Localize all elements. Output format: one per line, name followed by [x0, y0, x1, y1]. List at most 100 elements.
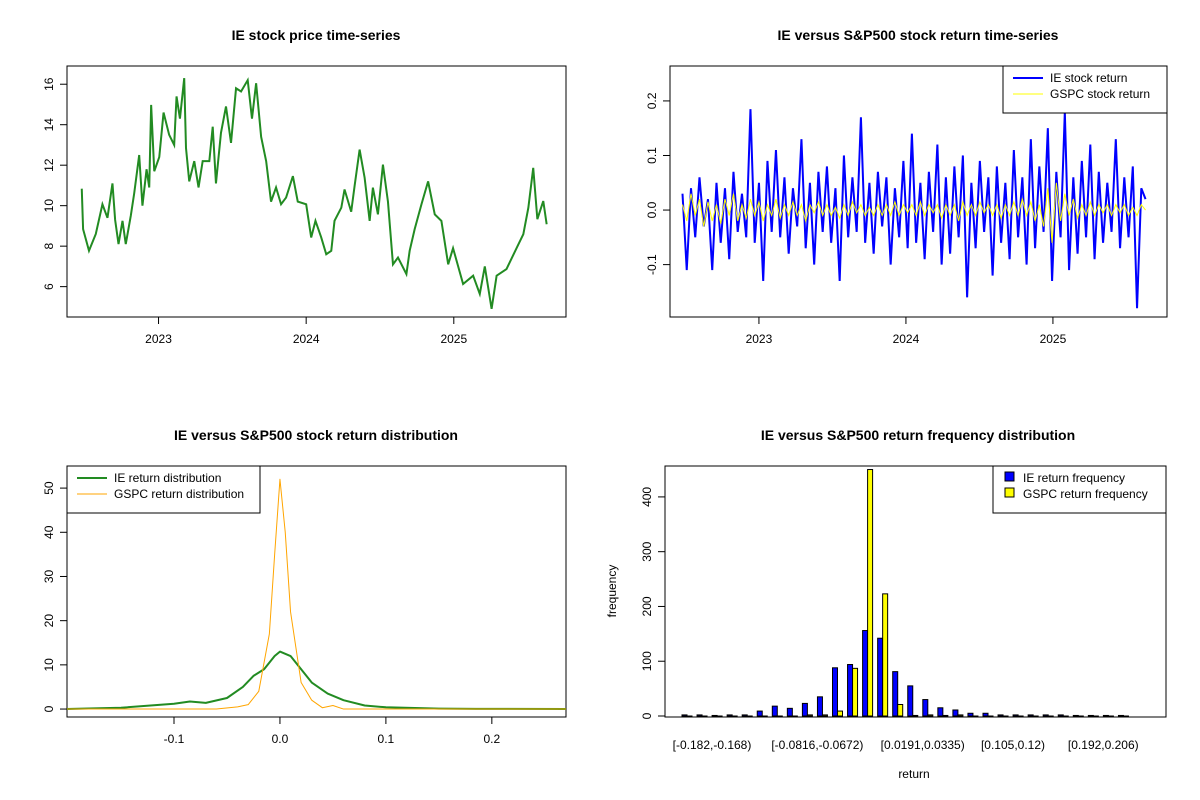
ie-frequency-bar [967, 712, 974, 717]
x-tick-label: 2024 [893, 332, 920, 346]
gspc-frequency-bar [1032, 715, 1039, 717]
gspc-frequency-bar [761, 715, 768, 717]
legend-swatch [1004, 487, 1015, 498]
x-tick-label: [0.192,0.206) [1068, 738, 1139, 752]
y-tick-label: 20 [42, 614, 56, 628]
gspc-frequency-bar [821, 714, 828, 717]
gspc-frequency-bar [776, 715, 783, 717]
y-tick-label: 14 [42, 118, 56, 132]
legend-label: IE return frequency [1023, 471, 1125, 485]
gspc-frequency-bar [731, 715, 738, 717]
ie-frequency-bar [816, 696, 823, 717]
x-tick-label: 2025 [440, 332, 467, 346]
panel-4: IE versus S&P500 return frequency distri… [605, 427, 1167, 781]
ie-frequency-bar [862, 630, 869, 717]
gspc-frequency-bar [942, 714, 949, 717]
x-tick-label: [-0.182,-0.168) [673, 738, 752, 752]
ie-frequency-bar [696, 714, 703, 717]
y-tick-label: 100 [640, 651, 654, 671]
ie-frequency-bar [801, 702, 808, 717]
gspc-frequency-bar [1092, 715, 1099, 717]
ie-frequency-bar [711, 714, 718, 717]
gspc-frequency-bar [927, 714, 934, 717]
y-tick-label: 12 [42, 158, 56, 172]
y-tick-label: 40 [42, 525, 56, 539]
plot-frame [669, 65, 1168, 318]
gspc-frequency-bar [912, 714, 919, 717]
plot-frame [66, 65, 567, 318]
legend-label: GSPC return distribution [114, 487, 244, 501]
ie-frequency-bar [741, 714, 748, 717]
gspc-frequency-bar [1122, 715, 1129, 717]
gspc-frequency-bar [1017, 715, 1024, 717]
ie-frequency-bar [726, 714, 733, 717]
chart-title: IE versus S&P500 return frequency distri… [761, 427, 1075, 443]
ie-frequency-bar [1102, 714, 1109, 717]
price-line [80, 77, 548, 310]
y-tick-label: 0.0 [645, 201, 659, 218]
ie-frequency-bar [771, 705, 778, 717]
ie-return-line [681, 109, 1147, 309]
ie-frequency-bar [681, 714, 688, 717]
gspc-frequency-bar [897, 703, 904, 717]
panel-2: IE versus S&P500 stock return time-serie… [645, 27, 1168, 346]
legend-label: IE stock return [1050, 71, 1127, 85]
ie-frequency-bar [1057, 714, 1064, 717]
ie-density-line [66, 650, 567, 711]
plot-frame [66, 465, 567, 718]
gspc-frequency-bar [957, 714, 964, 717]
y-tick-label: 0 [42, 705, 56, 712]
gspc-frequency-bar [852, 667, 859, 717]
plot-frame [664, 465, 1167, 718]
ie-frequency-bar [922, 699, 929, 717]
ie-frequency-bar [997, 714, 1004, 717]
chart-title: IE stock price time-series [232, 27, 401, 43]
gspc-frequency-bar [1047, 715, 1054, 717]
ie-frequency-bar [907, 685, 914, 717]
gspc-frequency-bar [972, 715, 979, 717]
x-tick-label: 2025 [1040, 332, 1067, 346]
ie-frequency-bar [832, 667, 838, 717]
y-tick-label: 400 [640, 487, 654, 507]
y-tick-label: 8 [42, 242, 56, 249]
x-tick-label: 2023 [145, 332, 172, 346]
y-tick-label: 30 [42, 569, 56, 583]
ie-frequency-bar [952, 709, 959, 717]
gspc-frequency-bar [1002, 715, 1009, 717]
y-tick-label: -0.1 [645, 254, 659, 275]
gspc-frequency-bar [791, 715, 798, 717]
legend-box [1002, 65, 1168, 114]
gspc-frequency-bar [1077, 715, 1084, 717]
gspc-frequency-bar [987, 715, 994, 717]
panel-3: IE versus S&P500 stock return distributi… [42, 427, 567, 746]
x-tick-label: 0.1 [378, 732, 395, 746]
x-tick-label: -0.1 [164, 732, 185, 746]
ie-frequency-bar [982, 712, 989, 717]
y-tick-label: 50 [42, 481, 56, 495]
gspc-frequency-bar [1062, 715, 1069, 717]
chart-title: IE versus S&P500 stock return distributi… [174, 427, 458, 443]
ie-frequency-bar [1042, 714, 1049, 717]
y-axis-label: frequency [605, 565, 619, 618]
x-tick-label: [0.0191,0.0335) [881, 738, 965, 752]
ie-frequency-bar [756, 710, 763, 717]
ie-frequency-bar [877, 637, 884, 717]
x-tick-label: 0.0 [272, 732, 289, 746]
gspc-frequency-bar [746, 715, 753, 717]
y-tick-label: 300 [640, 541, 654, 561]
x-tick-label: 0.2 [483, 732, 500, 746]
y-tick-label: 0 [640, 712, 654, 719]
ie-frequency-bar [1072, 714, 1079, 717]
gspc-frequency-bar [716, 715, 723, 717]
x-tick-label: [-0.0816,-0.0672) [771, 738, 863, 752]
legend-label: GSPC stock return [1050, 87, 1150, 101]
ie-frequency-bar [1087, 714, 1094, 717]
x-axis-label: return [898, 767, 929, 781]
legend-label: IE return distribution [114, 471, 221, 485]
ie-frequency-bar [1027, 714, 1034, 717]
ie-frequency-bar [847, 664, 854, 717]
gspc-density-line [67, 478, 566, 710]
gspc-frequency-bar [867, 469, 874, 717]
ie-frequency-bar [786, 707, 793, 717]
